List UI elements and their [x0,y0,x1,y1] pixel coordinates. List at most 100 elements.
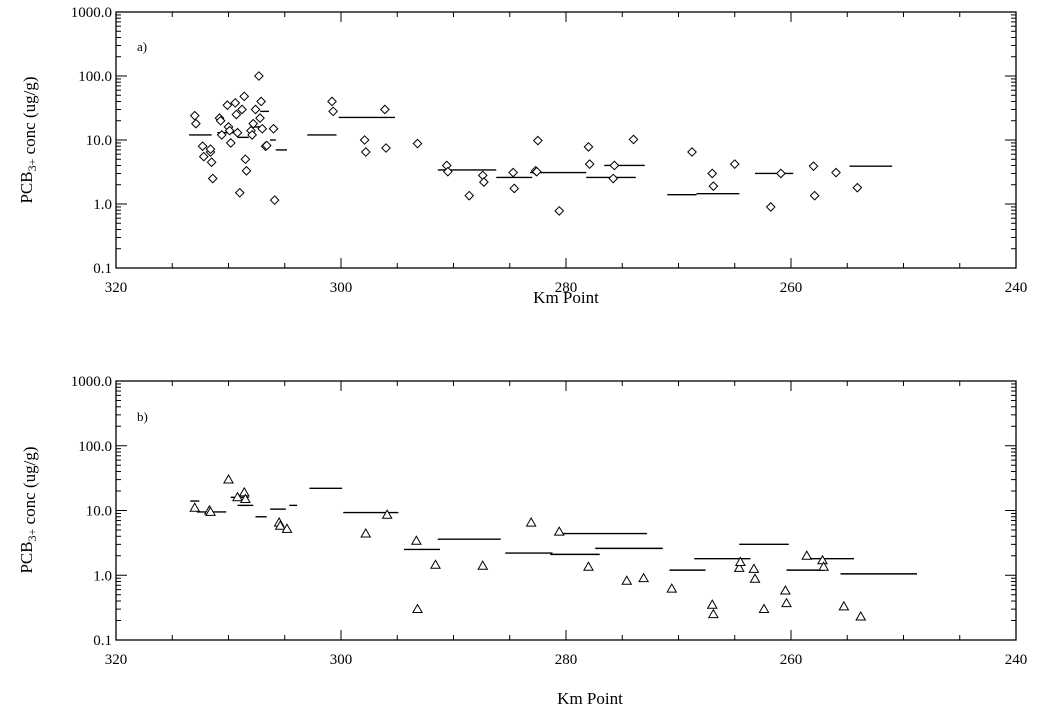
data-point [478,177,489,187]
data-point [831,167,841,178]
data-point [855,610,867,621]
data-point [553,526,565,536]
data-point [583,561,594,571]
data-point [809,190,820,201]
data-point [237,104,247,115]
y-axis-title-rest: conc (ug/g) [20,76,39,158]
x-axis-title: Km Point [533,288,599,307]
data-point [207,173,218,184]
data-point [838,600,850,611]
data-point [232,491,243,502]
plot-frame [115,380,1017,641]
data-point [359,135,370,145]
data-point [818,561,830,571]
panel-b: 0.1 1.0 10.0 100.0 1000.0 320 300 280 260 240 b)… [17,374,1027,708]
data-point [430,559,441,569]
data-point [241,165,252,176]
data-point [733,562,745,572]
data-point [234,187,245,198]
data-point [240,154,251,165]
data-point [215,115,226,126]
y-tick-label: 100.0 [78,69,112,85]
data-point [525,517,537,527]
x-tick-label: 320 [105,280,128,296]
data-point [328,106,339,117]
y-axis-title: PCB3+ conc (ug/g) [17,446,39,573]
x-tick-label: 300 [330,652,353,668]
data-point [190,118,201,129]
data-point [269,195,280,206]
y-axis-title-subscript: 3+ [25,528,39,541]
data-point [801,550,813,560]
data-point [360,147,371,157]
data-point [758,603,770,614]
x-tick-label: 260 [780,652,803,668]
data-point [464,190,475,201]
x-tick-label: 240 [1005,652,1028,668]
data-point [205,506,216,516]
data-point [749,573,761,583]
data-point [360,527,372,538]
x-tick-label: 320 [105,652,128,668]
data-point [189,502,201,512]
data-point [817,554,828,565]
data-marks [189,71,893,216]
data-point [779,584,791,595]
x-axis-ticks: 320 300 280 260 240 [105,12,1028,296]
y-tick-label: 100.0 [78,439,112,455]
data-point [583,141,594,152]
data-point [687,147,697,157]
data-point [232,127,243,138]
data-point [268,123,279,134]
data-point [247,130,258,140]
x-axis-ticks: 320 300 280 260 240 [105,381,1028,668]
data-point [765,202,776,212]
data-point [808,161,819,172]
data-point [250,104,261,115]
data-point [198,151,209,162]
data-point [256,96,267,107]
data-point [327,96,337,107]
data-point [706,599,718,609]
plot-frame [115,11,1017,269]
data-point [205,144,216,155]
x-tick-label: 300 [330,280,353,296]
data-point [531,166,542,177]
data-point [224,125,235,136]
data-point [729,159,740,170]
y-axis-ticks: 0.1 1.0 10.0 100.0 1000.0 [71,5,1016,277]
data-point [584,159,595,170]
y-tick-label: 1.0 [93,568,112,584]
data-point [222,100,233,111]
panel-a: 0.1 1.0 10.0 100.0 1000.0 320 300 280 260 240 a)… [17,5,1027,307]
data-point [775,168,786,179]
y-tick-label: 10.0 [86,504,112,520]
data-point [261,140,272,151]
y-axis-title-main: PCB [17,171,36,203]
data-point [609,160,620,171]
y-axis-title-main: PCB [17,541,36,573]
data-point [707,168,718,179]
data-point [197,141,208,152]
y-axis-title-subscript: 3+ [25,158,39,171]
data-point [708,181,719,192]
data-point [608,173,619,184]
y-tick-label: 10.0 [86,133,112,149]
data-point [216,130,227,140]
data-point [410,535,422,545]
data-point [748,563,760,573]
y-axis-ticks: 0.1 1.0 10.0 100.0 1000.0 [71,374,1016,649]
data-point [734,556,746,566]
data-point [238,486,250,497]
y-tick-label: 1000.0 [71,5,112,21]
data-point [666,583,678,593]
data-point [628,134,639,145]
data-point [223,473,234,484]
y-tick-label: 1.0 [93,197,112,213]
x-tick-label: 240 [1005,280,1028,296]
data-point [206,157,217,168]
data-point [239,91,250,102]
data-point [255,113,265,123]
data-point [230,97,241,108]
data-point [225,138,236,148]
